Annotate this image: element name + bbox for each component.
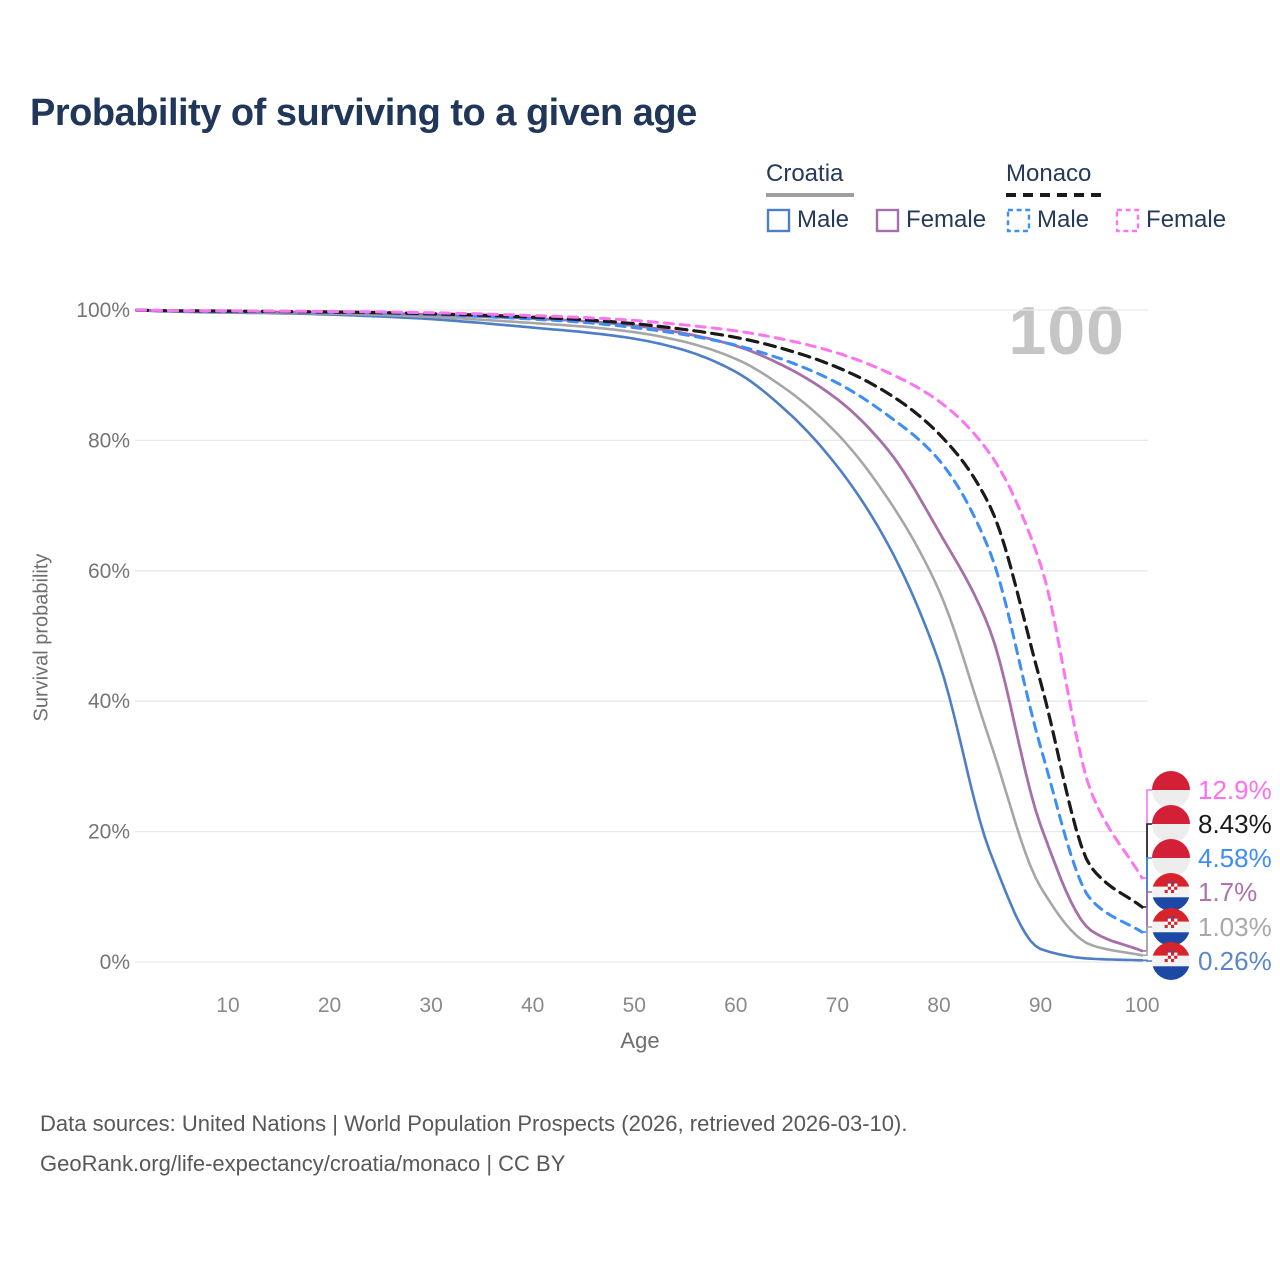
- legend-country-linestyle: [766, 193, 854, 197]
- legend-country-label: Croatia: [766, 160, 844, 187]
- y-tick-label-100: 100%: [76, 299, 130, 322]
- x-tick-label-80: 80: [927, 994, 950, 1017]
- end-label-monaco[interactable]: 8.43%: [1152, 804, 1272, 844]
- legend-item-croatia-male[interactable]: Male: [766, 206, 849, 234]
- curve-monaco-male[interactable]: [135, 308, 1144, 934]
- flag-croatia-icon: [1152, 942, 1190, 980]
- y-tick-label-0: 0%: [100, 951, 130, 974]
- end-value-text: 8.43%: [1198, 808, 1272, 839]
- legend-item-monaco-female[interactable]: Female: [1115, 206, 1226, 234]
- legend-country-linestyle: [1006, 193, 1102, 197]
- y-tick-label-20: 20%: [88, 821, 130, 844]
- x-tick-label-30: 30: [419, 994, 442, 1017]
- x-tick-label-100: 100: [1125, 994, 1160, 1017]
- legend-item-label: Female: [1146, 206, 1227, 233]
- legend-swatch-icon: [1006, 208, 1031, 232]
- x-axis-title: Age: [620, 1028, 660, 1053]
- flag-croatia-icon: [1152, 908, 1190, 946]
- x-tick-label-40: 40: [521, 994, 544, 1017]
- legend-group-croatia: Croatia Male Female: [766, 160, 986, 234]
- end-label-croatia-male[interactable]: 0.26%: [1152, 941, 1272, 981]
- legend-country-label: Monaco: [1006, 160, 1092, 187]
- curve-monaco-female[interactable]: [135, 308, 1144, 880]
- legend-item-label: Male: [797, 206, 850, 233]
- legend-swatch-icon: [875, 208, 900, 232]
- y-tick-label-60: 60%: [88, 560, 130, 583]
- flag-monaco-icon: [1152, 771, 1190, 809]
- x-tick-label-60: 60: [724, 994, 747, 1017]
- legend-item-label: Female: [906, 206, 987, 233]
- end-value-text: 0.26%: [1198, 945, 1272, 976]
- end-value-text: 1.7%: [1198, 876, 1258, 907]
- end-value-text: 12.9%: [1198, 774, 1272, 805]
- footer-credits: Data sources: United Nations | World Pop…: [40, 1104, 907, 1184]
- leader-croatia-male: [1142, 959, 1153, 962]
- x-tick-label-50: 50: [623, 994, 646, 1017]
- leader-croatia: [1142, 926, 1153, 957]
- flag-monaco-icon: [1152, 805, 1190, 843]
- x-tick-label-90: 90: [1029, 994, 1052, 1017]
- data-source-line: Data sources: United Nations | World Pop…: [40, 1111, 908, 1136]
- y-axis-title: Survival probability: [30, 553, 53, 722]
- end-value-text: 1.03%: [1198, 911, 1272, 942]
- end-value-text: 4.58%: [1198, 842, 1272, 873]
- y-tick-label-40: 40%: [88, 690, 130, 713]
- source-url-line: GeoRank.org/life-expectancy/croatia/mona…: [40, 1151, 566, 1176]
- legend-item-croatia-female[interactable]: Female: [875, 206, 986, 234]
- end-label-croatia-female[interactable]: 1.7%: [1152, 872, 1257, 912]
- legend-swatch-icon: [766, 208, 791, 232]
- end-label-monaco-male[interactable]: 4.58%: [1152, 838, 1272, 878]
- legend-item-label: Male: [1037, 206, 1090, 233]
- legend-group-monaco: Monaco Male Female: [1006, 160, 1226, 234]
- page-title: Probability of surviving to a given age: [30, 92, 697, 134]
- x-tick-label-10: 10: [216, 994, 239, 1017]
- age-watermark: 100: [1008, 293, 1125, 369]
- legend-swatch-icon: [1115, 208, 1140, 232]
- curve-monaco-total[interactable]: [135, 308, 1144, 909]
- leader-croatia-female: [1142, 891, 1153, 952]
- end-label-croatia[interactable]: 1.03%: [1152, 907, 1272, 947]
- x-tick-label-70: 70: [826, 994, 849, 1017]
- legend-item-monaco-male[interactable]: Male: [1006, 206, 1089, 234]
- flag-croatia-icon: [1152, 873, 1190, 911]
- y-tick-label-80: 80%: [88, 429, 130, 452]
- flag-monaco-icon: [1152, 839, 1190, 877]
- x-tick-label-20: 20: [318, 994, 341, 1017]
- end-label-monaco-female[interactable]: 12.9%: [1152, 770, 1272, 810]
